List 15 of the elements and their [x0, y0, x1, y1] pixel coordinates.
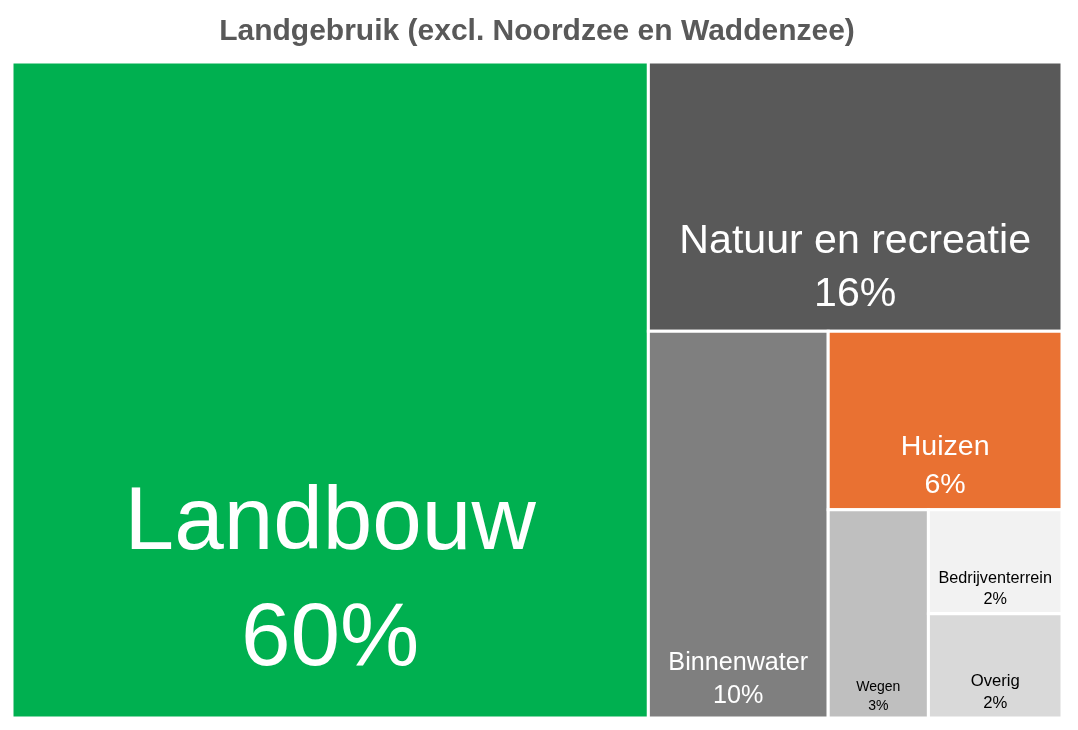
data-label: 60% [241, 583, 420, 684]
data-label: 3% [868, 696, 889, 713]
data-label: 6% [924, 466, 966, 499]
category-label: Natuur en recreatie [679, 216, 1032, 263]
category-label: Bedrijventerrein [938, 568, 1052, 587]
category-label: Landbouw [124, 467, 537, 568]
category-label: Overig [970, 671, 1020, 691]
data-label: 2% [983, 693, 1008, 712]
category-label: Binnenwater [668, 647, 809, 676]
category-label: Wegen [856, 678, 901, 695]
category-label: Huizen [900, 429, 990, 462]
text: Landgebruik (excl. Noordzee en Waddenzee) [219, 13, 855, 47]
data-label: 10% [713, 679, 764, 708]
data-label: 16% [814, 269, 897, 316]
data-label: 2% [983, 589, 1007, 608]
